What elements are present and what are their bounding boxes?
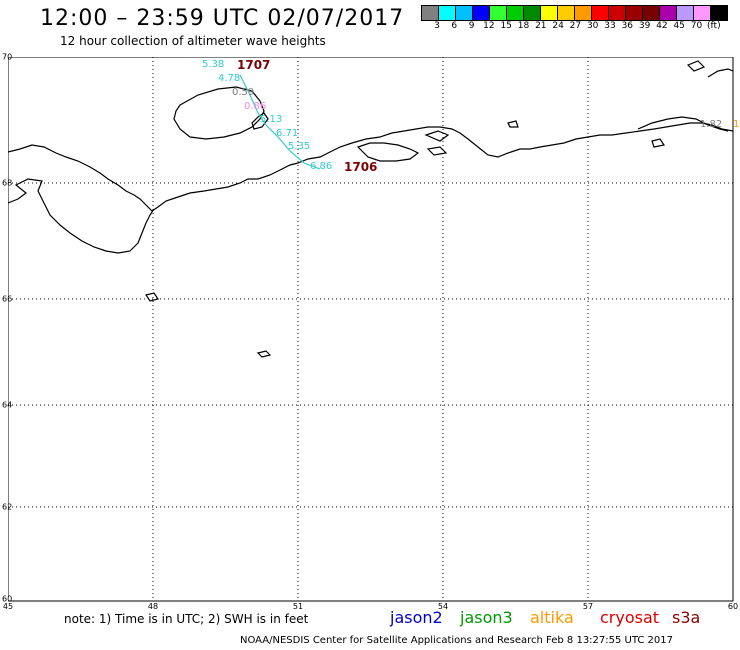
credit-line: NOAA/NESDIS Center for Satellite Applica… [240, 635, 673, 646]
footer-note: note: 1) Time is in UTC; 2) SWH is in fe… [64, 612, 309, 626]
latitude-label: 60 [2, 594, 13, 604]
obs-label: 6.71 [276, 128, 299, 139]
legend-tick-label: 33 [604, 21, 616, 31]
legend-tick-label: 12 [483, 21, 495, 31]
legend-swatch [591, 5, 609, 21]
sat-label-altika: altika [530, 608, 574, 627]
far-east-coast [637, 116, 729, 132]
latitude-label: 62 [2, 502, 13, 512]
map-title: 12:00 – 23:59 UTC 02/07/2017 [40, 6, 405, 31]
legend-swatch [421, 5, 439, 21]
legend-swatch [659, 5, 677, 21]
coastlines [8, 60, 734, 358]
legend-swatch [438, 5, 456, 21]
islet-8 [256, 350, 272, 358]
legend-tick-label: 70 [690, 21, 703, 31]
lat-lon-grid [8, 57, 733, 601]
legend-swatch [472, 5, 490, 21]
legend-swatch [455, 5, 473, 21]
legend-swatch [557, 5, 575, 21]
legend-tick-label: 39 [638, 21, 651, 31]
legend-swatch [625, 5, 643, 21]
cryosat-track-1706 [265, 124, 321, 170]
legend-tick-label: 30 [586, 21, 599, 31]
legend-swatch [608, 5, 626, 21]
sat-label-jason2: jason2 [390, 608, 443, 627]
legend-tick-label: 18 [517, 21, 530, 31]
cryosat-track-1707 [239, 74, 267, 126]
obs-label: 0.86 [244, 101, 267, 112]
obs-label: 0.59 [232, 87, 255, 98]
islet-3 [507, 120, 519, 128]
islet-2 [426, 146, 448, 156]
obs-label: 5.38 [202, 59, 225, 70]
kolguev-island [173, 86, 265, 140]
pass-label: 1706 [344, 160, 378, 174]
mainland-coastline [8, 122, 734, 212]
obs-label: 1 [733, 119, 740, 130]
legend-tick-label: 36 [621, 21, 634, 31]
legend-tick-label: 24 [552, 21, 564, 31]
obs-label: 5.35 [288, 141, 311, 152]
longitude-label: 60 [727, 602, 739, 611]
legend-tick-label: 21 [535, 21, 547, 31]
islet-6 [686, 60, 706, 72]
latitude-label: 68 [2, 178, 13, 188]
kolguev-spit [251, 112, 269, 130]
altimeter-map [8, 57, 734, 602]
latitude-label: 64 [2, 400, 13, 410]
legend-swatch [523, 5, 541, 21]
legend-tick-label: 27 [569, 21, 582, 31]
legend-swatch [506, 5, 524, 21]
legend-tick-label: 6 [451, 21, 458, 31]
sat-label-cryosat: cryosat [600, 608, 660, 627]
islet-7 [145, 292, 159, 302]
sat-label-jason3: jason3 [460, 608, 513, 627]
legend-tick-label: (ft) [707, 21, 721, 31]
map-frame [8, 57, 734, 602]
legend-swatch [710, 5, 728, 21]
obs-label: 5.13 [260, 114, 283, 125]
legend-tick-label: 3 [434, 21, 440, 31]
legend-swatch [693, 5, 711, 21]
legend-tick-label: 9 [468, 21, 475, 31]
legend-swatch [489, 5, 507, 21]
east-islands [356, 142, 420, 162]
legend-tick-label: 15 [500, 21, 512, 31]
islet-5 [707, 68, 734, 78]
satellite-tracks [239, 74, 321, 170]
legend-swatch [540, 5, 558, 21]
legend-swatch [676, 5, 694, 21]
pass-label: 1707 [237, 58, 271, 72]
legend-swatch [574, 5, 592, 21]
wave-height-color-legend [421, 5, 728, 21]
longitude-label: 57 [582, 602, 594, 611]
longitude-label: 45 [2, 602, 14, 611]
islet-4 [651, 138, 665, 148]
legend-tick-labels: 3 6 9 12 15 18 21 24 27 30 33 36 39 42 45 70 (ft) [422, 21, 740, 35]
obs-label: 4.78 [218, 73, 241, 84]
legend-tick-label: 42 [656, 21, 668, 31]
legend-swatch [642, 5, 660, 21]
longitude-label: 48 [147, 602, 159, 611]
obs-label: 6.86 [310, 161, 333, 172]
obs-label: 1.82 [700, 119, 723, 130]
longitude-label: 51 [292, 602, 304, 611]
map-subtitle: 12 hour collection of altimeter wave hei… [60, 34, 326, 48]
islet-1 [424, 130, 450, 142]
legend-tick-label: 45 [673, 21, 685, 31]
west-shore [8, 178, 155, 254]
sat-label-s3a: s3a [672, 608, 701, 627]
latitude-label: 70 [2, 52, 13, 62]
latitude-label: 66 [2, 294, 13, 304]
longitude-label: 54 [437, 602, 449, 611]
